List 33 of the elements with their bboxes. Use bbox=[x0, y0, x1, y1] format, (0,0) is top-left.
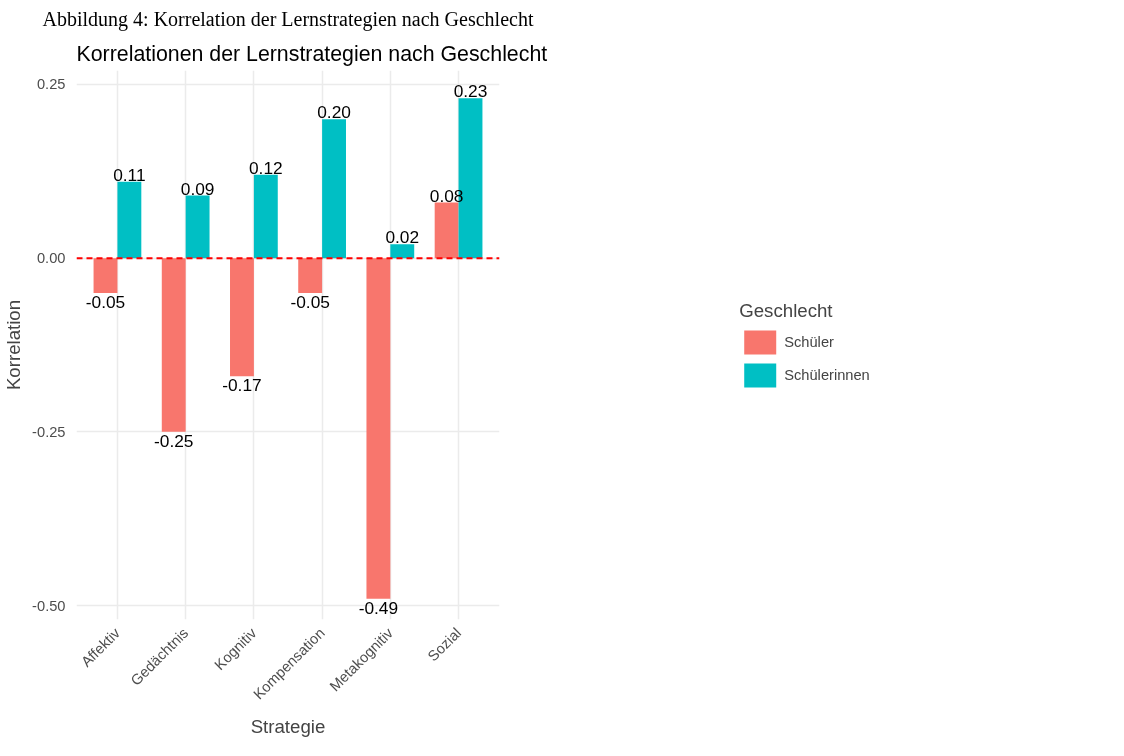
bar bbox=[322, 119, 346, 259]
bar bbox=[93, 258, 118, 293]
bar bbox=[253, 174, 278, 259]
bar bbox=[230, 258, 254, 377]
bar bbox=[117, 181, 142, 259]
data-label: -0.05 bbox=[290, 291, 330, 312]
bar bbox=[185, 195, 210, 259]
data-label: -0.25 bbox=[153, 430, 194, 451]
y-tick-label: 0.25 bbox=[36, 76, 66, 93]
legend-label: Schüler bbox=[784, 333, 834, 350]
data-label: 0.09 bbox=[180, 178, 215, 199]
bar bbox=[390, 244, 415, 259]
x-axis-title: Strategie bbox=[250, 716, 326, 738]
y-tick-label: 0.00 bbox=[36, 250, 66, 267]
y-axis-title: Korrelation bbox=[3, 299, 25, 391]
data-label: -0.05 bbox=[85, 291, 126, 312]
data-label: 0.11 bbox=[113, 164, 146, 185]
y-tick-label: -0.50 bbox=[32, 597, 66, 614]
legend-label: Schülerinnen bbox=[784, 366, 870, 383]
bar bbox=[161, 258, 186, 432]
data-label: 0.20 bbox=[317, 102, 351, 123]
legend-title: Geschlecht bbox=[739, 299, 834, 322]
bar bbox=[366, 258, 391, 599]
data-label: -0.49 bbox=[358, 597, 399, 618]
chart-subtitle: Korrelationen der Lernstrategien nach Geschlecht bbox=[76, 41, 548, 66]
bar bbox=[434, 202, 459, 259]
data-label: -0.17 bbox=[222, 375, 262, 396]
data-label: 0.12 bbox=[248, 157, 283, 178]
y-tick-label: -0.25 bbox=[32, 423, 66, 440]
data-label: 0.02 bbox=[385, 227, 420, 248]
data-label: 0.23 bbox=[453, 81, 488, 102]
bar bbox=[298, 258, 323, 293]
chart-title: Abbildung 4: Korrelation der Lernstrategien nach Geschlecht bbox=[42, 7, 534, 31]
